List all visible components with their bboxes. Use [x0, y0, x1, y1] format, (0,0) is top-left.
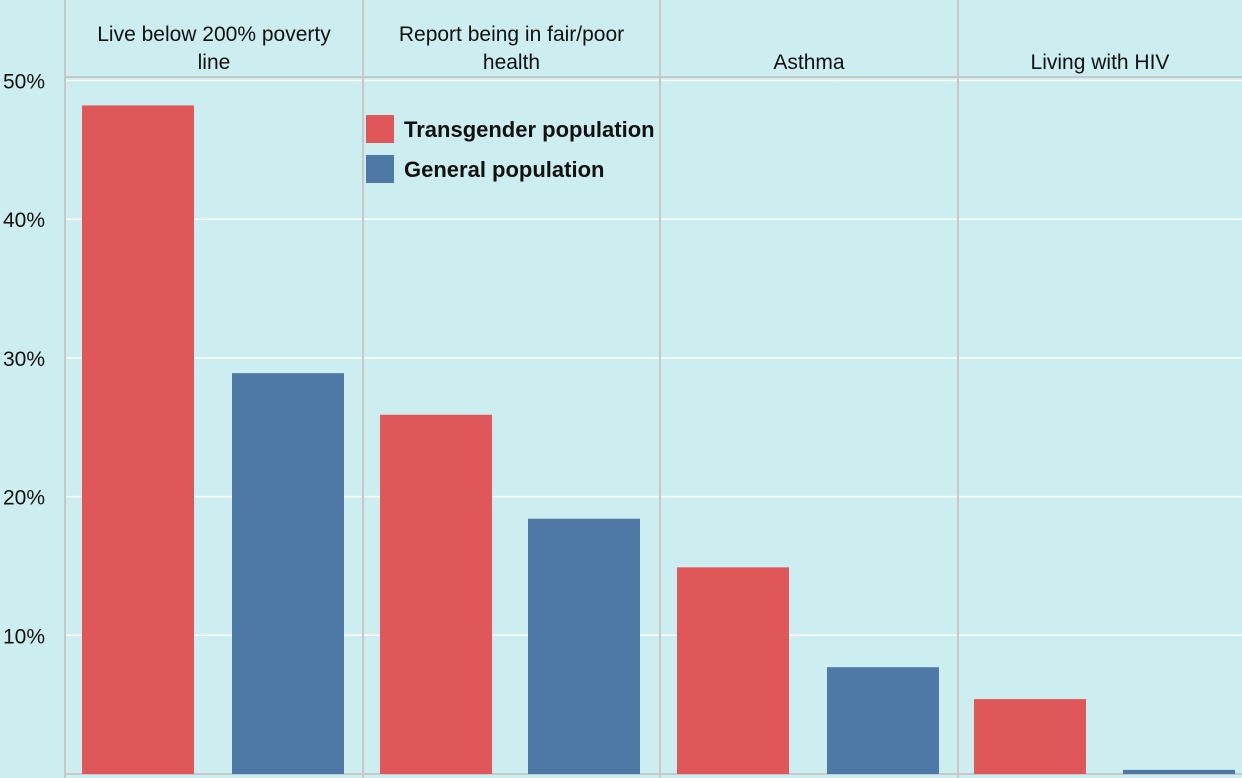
bar-0-transgender: [82, 105, 194, 774]
legend-swatch-1: [366, 155, 394, 183]
facet-label-3-line-0: Living with HIV: [1031, 51, 1170, 74]
bar-2-transgender: [677, 567, 789, 774]
facet-label-0-line-0: Live below 200% poverty: [97, 23, 331, 46]
legend-label-1: General population: [404, 157, 604, 182]
bar-1-transgender: [380, 414, 492, 774]
legend-swatch-0: [366, 115, 394, 143]
y-tick-label-30: 30%: [3, 348, 45, 371]
y-tick-label-40: 40%: [3, 209, 45, 232]
bar-1-general: [528, 518, 640, 774]
bar-3-general: [1123, 769, 1235, 774]
legend-label-0: Transgender population: [404, 117, 655, 142]
facet-label-1-line-0: Report being in fair/poor: [399, 23, 624, 46]
bar-0-general: [232, 373, 344, 774]
bar-3-transgender: [974, 699, 1086, 774]
y-tick-label-10: 10%: [3, 625, 45, 648]
bar-2-general: [827, 667, 939, 774]
y-tick-label-50: 50%: [3, 71, 45, 94]
facet-label-2-line-0: Asthma: [773, 51, 845, 74]
facet-label-0-line-1: line: [198, 51, 231, 74]
facet-label-1-line-1: health: [483, 51, 540, 74]
y-tick-label-20: 20%: [3, 487, 45, 510]
